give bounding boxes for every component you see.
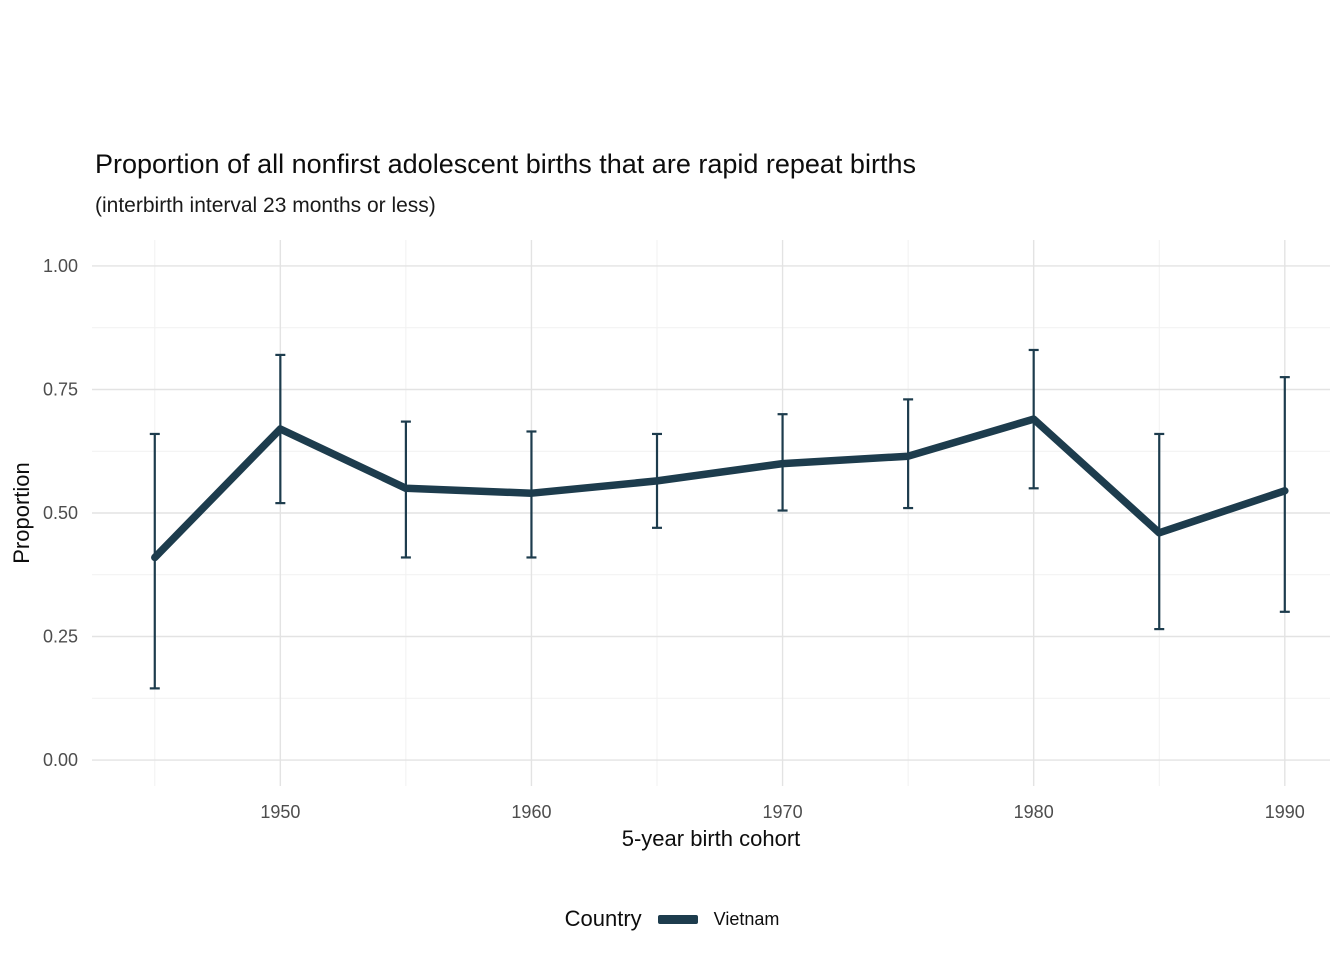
y-tick-label: 0.25 <box>43 627 78 647</box>
legend: Country Vietnam <box>0 906 1344 932</box>
legend-line-swatch <box>657 914 698 924</box>
y-tick-label: 0.00 <box>43 750 78 770</box>
x-tick-label: 1950 <box>260 802 300 822</box>
y-tick-label: 1.00 <box>43 256 78 276</box>
chart-title: Proportion of all nonfirst adolescent bi… <box>95 149 916 179</box>
legend-label-vietnam: Vietnam <box>713 908 780 929</box>
x-tick-label: 1970 <box>763 802 803 822</box>
x-axis-title: 5-year birth cohort <box>621 826 801 851</box>
x-tick-label: 1980 <box>1014 802 1054 822</box>
series-line-vietnam <box>151 415 1289 562</box>
chart-subtitle: (interbirth interval 23 months or less) <box>95 194 436 217</box>
y-axis-title: Proportion <box>9 462 34 564</box>
y-tick-label: 0.75 <box>43 379 78 399</box>
x-tick-label: 1960 <box>511 802 551 822</box>
x-tick-label: 1990 <box>1265 802 1305 822</box>
y-tick-label: 0.50 <box>43 503 78 523</box>
legend-title: Country <box>564 906 642 931</box>
